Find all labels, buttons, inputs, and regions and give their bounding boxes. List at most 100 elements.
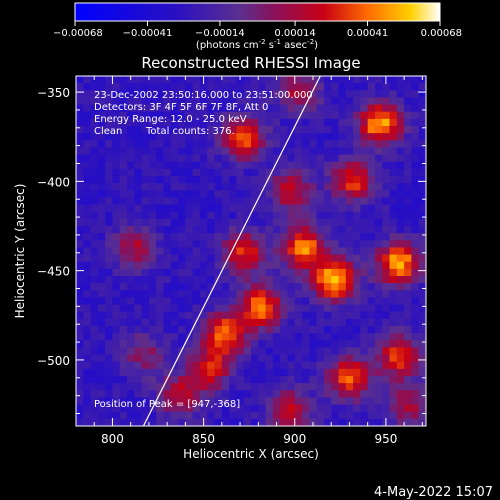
- heatmap-cell: [199, 218, 208, 227]
- heatmap-cell: [331, 290, 339, 298]
- heatmap-cell: [280, 140, 288, 148]
- heatmap-cell: [90, 168, 99, 177]
- heatmap-cell: [76, 261, 84, 270]
- heatmap-cell: [396, 311, 405, 320]
- heatmap-cell: [323, 226, 332, 234]
- heatmap-cell: [280, 154, 288, 163]
- heatmap-cell: [374, 311, 383, 320]
- heatmap-cell: [163, 147, 172, 156]
- heatmap-cell: [148, 104, 157, 113]
- heatmap-cell: [265, 290, 274, 298]
- heatmap-cell: [367, 261, 376, 270]
- heatmap-cell: [76, 411, 84, 420]
- heatmap-cell: [97, 261, 106, 270]
- heatmap-cell: [90, 340, 99, 348]
- heatmap-cell: [112, 233, 121, 241]
- heatmap-cell: [105, 361, 113, 370]
- heatmap-cell: [207, 383, 216, 391]
- heatmap-cell: [396, 354, 405, 363]
- heatmap-cell: [302, 133, 310, 141]
- heatmap-cell: [148, 247, 157, 256]
- heatmap-cell: [251, 261, 259, 270]
- heatmap-cell: [302, 126, 310, 134]
- heatmap-cell: [280, 118, 288, 127]
- heatmap-cell: [221, 404, 230, 413]
- heatmap-cell: [309, 304, 318, 313]
- heatmap-cell: [163, 276, 172, 284]
- heatmap-cell: [207, 226, 216, 234]
- heatmap-cell: [309, 254, 318, 263]
- heatmap-cell: [229, 404, 237, 413]
- heatmap-cell: [229, 297, 237, 306]
- heatmap-cell: [170, 168, 179, 177]
- heatmap-cell: [134, 197, 143, 206]
- heatmap-cell: [272, 133, 281, 141]
- heatmap-cell: [396, 333, 405, 341]
- heatmap-cell: [243, 226, 252, 234]
- heatmap-cell: [272, 190, 281, 198]
- heatmap-cell: [229, 90, 237, 98]
- heatmap-cell: [309, 111, 318, 120]
- heatmap-cell: [134, 190, 143, 198]
- heatmap-cell: [199, 126, 208, 134]
- heatmap-cell: [309, 390, 318, 398]
- heatmap-cell: [316, 404, 325, 413]
- heatmap-cell: [265, 383, 274, 391]
- heatmap-cell: [229, 147, 237, 156]
- heatmap-cell: [389, 354, 398, 363]
- heatmap-cell: [309, 347, 318, 356]
- heatmap-cell: [76, 240, 84, 248]
- heatmap-cell: [105, 418, 113, 426]
- heatmap-cell: [316, 197, 325, 206]
- heatmap-cell: [83, 133, 92, 141]
- heatmap-cell: [280, 318, 288, 327]
- heatmap-cell: [148, 240, 157, 248]
- heatmap-cell: [360, 83, 369, 91]
- heatmap-cell: [76, 283, 84, 291]
- heatmap-cell: [207, 283, 216, 291]
- heatmap-cell: [105, 390, 113, 398]
- heatmap-cell: [90, 97, 99, 106]
- heatmap-cell: [207, 233, 216, 241]
- heatmap-cell: [83, 161, 92, 170]
- heatmap-cell: [258, 133, 267, 141]
- heatmap-cell: [389, 318, 398, 327]
- heatmap-cell: [360, 90, 369, 98]
- heatmap-cell: [83, 333, 92, 341]
- heatmap-cell: [119, 104, 128, 113]
- heatmap-cell: [287, 411, 296, 420]
- heatmap-cell: [404, 183, 412, 191]
- heatmap-cell: [163, 133, 172, 141]
- heatmap-cell: [323, 283, 332, 291]
- heatmap-cell: [360, 254, 369, 263]
- heatmap-cell: [185, 83, 194, 91]
- heatmap-cell: [316, 118, 325, 127]
- heatmap-cell: [411, 318, 420, 327]
- heatmap-cell: [367, 83, 376, 91]
- heatmap-cell: [229, 254, 237, 263]
- heatmap-cell: [134, 126, 143, 134]
- heatmap-cell: [207, 268, 216, 277]
- heatmap-cell: [418, 161, 426, 170]
- heatmap-cell: [236, 326, 245, 334]
- heatmap-cell: [229, 318, 237, 327]
- heatmap-cell: [331, 418, 339, 426]
- heatmap-cell: [134, 326, 143, 334]
- heatmap-cell: [127, 404, 135, 413]
- heatmap-cell: [229, 283, 237, 291]
- heatmap-cell: [112, 126, 121, 134]
- heatmap-cell: [367, 197, 376, 206]
- heatmap-cell: [90, 333, 99, 341]
- heatmap-cell: [382, 111, 391, 120]
- heatmap-cell: [163, 283, 172, 291]
- heatmap-cell: [134, 233, 143, 241]
- heatmap-cell: [127, 318, 135, 327]
- heatmap-cell: [258, 197, 267, 206]
- heatmap-cell: [418, 168, 426, 177]
- heatmap-cell: [163, 254, 172, 263]
- heatmap-cell: [192, 183, 201, 191]
- heatmap-cell: [199, 368, 208, 377]
- heatmap-cell: [382, 376, 391, 384]
- heatmap-cell: [418, 383, 426, 391]
- heatmap-cell: [302, 247, 310, 256]
